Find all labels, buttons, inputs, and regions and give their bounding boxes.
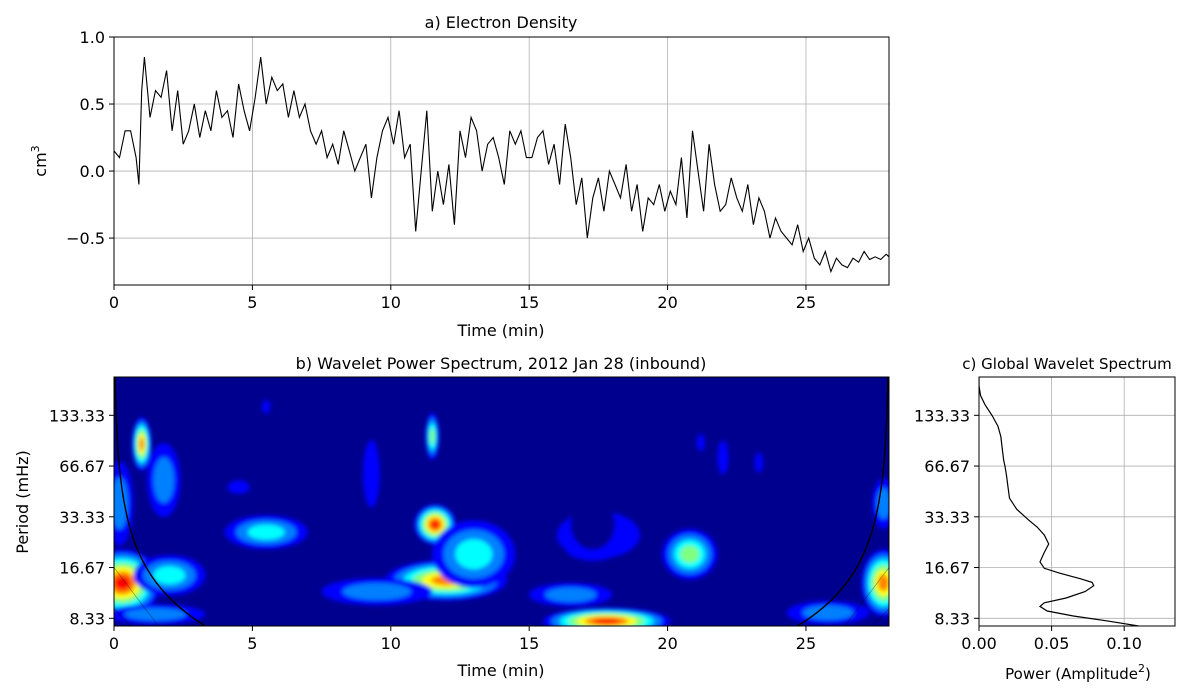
panel-a-electron-density: a) Electron Density 0 5 10 15 20 25 −0.5 0.0 0.…: [29, 13, 890, 340]
panel-b-wavelet-power: b) Wavelet Power Spectrum, 2012 Jan 28 (…: [13, 354, 890, 680]
wavelet-blob-0-level-7: [114, 575, 131, 591]
panel-a-y-label-sup: 3: [29, 145, 42, 152]
panel-a-y-label-base: cm: [31, 152, 50, 176]
coi-left-line: [114, 377, 206, 626]
panel-a-x-label: Time (min): [457, 321, 545, 340]
panel-b-frame: [113, 376, 890, 627]
coi-right-hatch: [844, 567, 889, 626]
panel-c-title: c) Global Wavelet Spectrum: [962, 355, 1171, 373]
panel-c-ytick-label-0: 8.33: [934, 609, 970, 628]
panel-a-x-axis: 0 5 10 15 20 25: [109, 285, 816, 312]
panel-a-ytick-label-2: 0.5: [80, 95, 105, 114]
wavelet-blob-27-level-0: [623, 571, 657, 589]
electron-density-line: [114, 57, 889, 274]
panel-b-ytick-label-2: 33.33: [59, 508, 105, 527]
panel-c-x-axis: 0.00 0.05 0.10: [961, 626, 1142, 653]
cone-of-influence: [114, 377, 889, 626]
panel-c-y-axis: 8.33 16.67 33.33 66.67 133.33: [914, 406, 979, 628]
panel-c-ytick-label-1: 16.67: [924, 559, 970, 578]
wavelet-blob-25-level-1: [262, 400, 271, 414]
panel-a-xtick-label-4: 20: [657, 293, 677, 312]
panel-c-x-label-end: ): [1145, 665, 1151, 683]
panel-c-frame: [978, 376, 1176, 627]
panel-a-frame: [113, 36, 890, 286]
panel-c-ytick-label-3: 66.67: [924, 457, 970, 476]
panel-c-xtick-label-2: 0.10: [1106, 634, 1142, 653]
panel-c-xtick-label-1: 0.05: [1034, 634, 1070, 653]
wavelet-blob-17-level-0: [570, 499, 615, 550]
panel-b-x-axis: 0 5 10 15 20 25: [109, 626, 816, 653]
panel-c-x-label: Power (Amplitude2): [1005, 662, 1151, 683]
wavelet-blob-26-level-1: [696, 434, 705, 451]
panel-b-xtick-label-4: 20: [657, 634, 677, 653]
panel-c-ytick-label-4: 133.33: [914, 406, 970, 425]
panel-a-xtick-label-3: 15: [519, 293, 539, 312]
wavelet-blob-3-level-2: [153, 457, 174, 503]
panel-b-xtick-label-2: 10: [381, 634, 401, 653]
panel-b-ytick-label-3: 66.67: [59, 457, 105, 476]
panel-a-grid: [113, 36, 889, 285]
wavelet-blob-13-level-2: [545, 587, 597, 602]
wavelet-blob-24-level-1: [227, 480, 250, 494]
wavelet-blob-8-level-4: [429, 428, 435, 445]
panel-a-title: a) Electron Density: [425, 13, 578, 32]
panel-c-x-label-base: Power (Amplitude: [1005, 665, 1138, 683]
panel-c-x-label-sup: 2: [1138, 662, 1145, 675]
panel-a-xtick-label-2: 10: [381, 293, 401, 312]
coi-right-line: [797, 377, 889, 626]
panel-a-xtick-label-1: 5: [247, 293, 257, 312]
wavelet-blob-7-level-7: [430, 520, 440, 529]
panel-c-ytick-label-2: 33.33: [924, 508, 970, 527]
panel-b-y-label: Period (mHz): [13, 450, 32, 553]
panel-a-ytick-label-1: 0.0: [80, 162, 105, 181]
panel-a-ytick-label-3: 1.0: [80, 28, 105, 47]
wavelet-blob-23-level-1: [754, 452, 764, 473]
wavelet-blob-20-level-2: [802, 605, 854, 620]
coi-left-hatch: [114, 567, 159, 626]
wavelet-blob-21-level-1: [363, 440, 380, 508]
wavelet-blob-6-level-3: [247, 524, 285, 540]
panel-b-xtick-label-3: 15: [519, 634, 539, 653]
panel-c-xtick-label-0: 0.00: [961, 634, 997, 653]
panel-b-x-label: Time (min): [457, 661, 545, 680]
panel-b-title: b) Wavelet Power Spectrum, 2012 Jan 28 (…: [296, 354, 707, 373]
wavelet-blob-12-level-7: [593, 618, 621, 625]
wavelet-blob-18-level-6: [878, 574, 889, 592]
panel-b-ytick-label-0: 8.33: [69, 609, 105, 628]
panel-a-xtick-label-5: 25: [796, 293, 816, 312]
wavelet-blob-2-level-6: [139, 437, 144, 451]
global-spectrum-line: [979, 377, 1139, 626]
wavelet-contours: [114, 400, 889, 626]
panel-a-y-axis: −0.5 0.0 0.5 1.0: [66, 28, 114, 248]
panel-a-xtick-label-0: 0: [109, 293, 119, 312]
wavelet-blob-5-level-3: [153, 566, 186, 585]
panel-b-xtick-label-0: 0: [109, 634, 119, 653]
panel-b-xtick-label-5: 25: [796, 634, 816, 653]
panel-b-ytick-label-4: 133.33: [49, 406, 105, 425]
panel-a-ytick-label-0: −0.5: [66, 229, 105, 248]
panel-b-xtick-label-1: 5: [247, 634, 257, 653]
wavelet-blob-16-level-4: [680, 545, 700, 563]
wavelet-blob-11-level-3: [455, 539, 493, 570]
wavelet-blob-22-level-1: [717, 440, 729, 475]
wavelet-blob-10-level-2: [342, 583, 411, 600]
panel-b-ytick-label-1: 16.67: [59, 559, 105, 578]
wavelet-blob-4-level-2: [124, 608, 187, 621]
panel-b-y-axis: 8.33 16.67 33.33 66.67 133.33: [49, 406, 114, 628]
wavelet-blob-1-level-2: [114, 477, 128, 530]
panel-c-grid: [978, 377, 1175, 626]
panel-a-y-label: cm3: [29, 145, 50, 176]
panel-c-global-wavelet: c) Global Wavelet Spectrum 0.00 0.05 0.10 …: [914, 355, 1176, 683]
